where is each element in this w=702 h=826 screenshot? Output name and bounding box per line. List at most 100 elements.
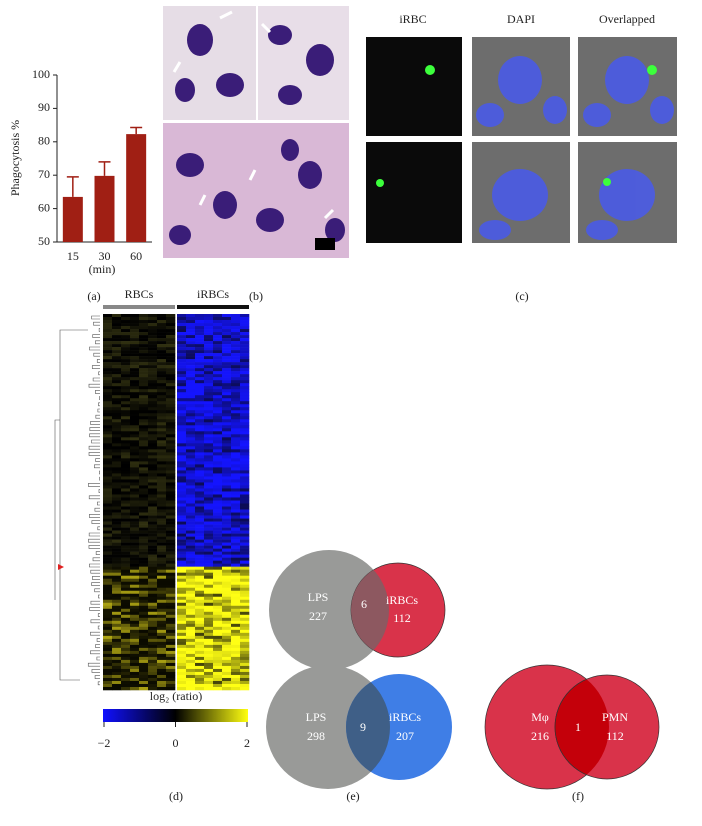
heat-cell [112,488,122,492]
heat-cell [157,641,167,646]
heat-cell [112,449,122,453]
heat-cell [231,554,241,558]
heat-cell [195,407,205,411]
heat-cell [204,518,214,522]
heat-cell [121,395,131,399]
heat-cell [130,647,140,652]
heat-cell [186,422,196,426]
heat-cell [195,341,205,345]
heat-cell [186,542,196,546]
heat-cell [139,632,149,637]
heat-cell [148,485,158,489]
heat-cell [139,554,149,558]
heat-cell [204,395,214,399]
heat-cell [213,518,223,522]
heat-cell [139,584,149,589]
heat-cell [231,509,241,513]
heat-cell [231,488,241,492]
heat-cell [240,320,250,324]
heat-cell [231,401,241,405]
heat-cell [166,479,176,483]
heat-cell [130,578,140,583]
heat-cell [204,452,214,456]
heat-cell [112,323,122,327]
heat-cell [177,629,187,634]
heat-cell [130,614,140,619]
heat-cell [130,410,140,414]
heat-cell [166,662,176,667]
heat-cell [231,632,241,637]
heat-cell [213,386,223,390]
heat-cell [130,632,140,637]
heat-cell [121,650,131,655]
heat-cell [103,605,113,610]
heat-cell [166,320,176,324]
heat-cell [121,470,131,474]
heat-cell [103,650,113,655]
heat-cell [177,425,187,429]
heat-cell [103,380,113,384]
heat-cell [130,398,140,402]
heat-cell [112,314,122,318]
heat-cell [112,440,122,444]
heat-cell [148,650,158,655]
heat-cell [195,521,205,525]
heat-cell [177,476,187,480]
heat-cell [222,584,232,589]
heat-cell [177,395,187,399]
heat-cell [139,680,149,685]
heat-cell [177,551,187,555]
heat-cell [139,410,149,414]
heat-cell [121,491,131,495]
heat-cell [157,623,167,628]
heat-cell [103,476,113,480]
heat-cell [103,665,113,670]
heat-cell [121,509,131,513]
column-header: DAPI [507,12,535,26]
heat-cell [240,569,250,573]
heat-cell [157,422,167,426]
heat-cell [112,350,122,354]
heat-cell [186,344,196,348]
heat-cell [213,467,223,471]
heat-cell [186,581,196,586]
heat-cell [166,365,176,369]
heat-cell [204,617,214,622]
heat-cell [103,386,113,390]
heat-cell [112,533,122,537]
heat-cell [186,362,196,366]
heat-cell [222,380,232,384]
heat-cell [139,329,149,333]
heat-cell [112,428,122,432]
heat-cell [130,362,140,366]
heat-cell [240,590,250,595]
heat-cell [204,497,214,501]
heat-cell [157,563,167,567]
heat-cell [204,356,214,360]
heat-cell [166,398,176,402]
heat-cell [222,365,232,369]
heat-cell [139,422,149,426]
heat-cell [157,335,167,339]
heat-cell [166,581,176,586]
heat-cell [139,419,149,423]
heat-cell [148,362,158,366]
heat-cell [195,437,205,441]
heat-cell [177,548,187,552]
heat-cell [121,635,131,640]
heat-cell [139,473,149,477]
heat-cell [121,335,131,339]
heat-cell [240,341,250,345]
heat-cell [139,434,149,438]
heat-cell [139,530,149,534]
heat-cell [112,506,122,510]
heat-cell [177,443,187,447]
heat-cell [121,425,131,429]
heat-cell [204,674,214,679]
heat-cell [195,494,205,498]
heat-cell [148,644,158,649]
dendrogram-branch [99,396,100,400]
heat-cell [112,524,122,528]
heat-cell [186,527,196,531]
heat-cell [130,356,140,360]
